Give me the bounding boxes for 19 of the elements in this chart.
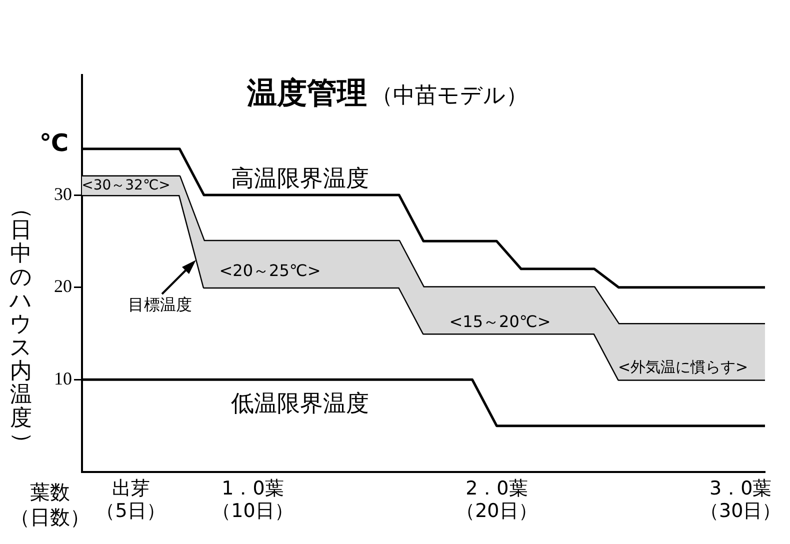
y-tick-label: 30: [54, 184, 72, 204]
x-tick-label: 出芽（5日）: [96, 477, 166, 522]
y-tick-label: 10: [54, 368, 72, 388]
annotation: <外気温に慣らす>: [618, 358, 748, 376]
y-tick-label: 20: [54, 276, 72, 296]
x-axis-title: 葉数（日数）: [10, 480, 90, 530]
annotation: 高温限界温度: [231, 166, 369, 192]
annotation: <15～20℃>: [449, 312, 551, 332]
text: ℃: [39, 129, 69, 158]
annotation: <20～25℃>: [219, 261, 321, 280]
annotation: 低温限界温度: [231, 390, 369, 417]
text: （日中のハウス内温度）: [9, 197, 34, 454]
annotation: <30～32℃>: [82, 178, 170, 194]
chart-title: 温度管理: [246, 76, 367, 111]
x-tick-label: 2．0葉（20日）: [456, 477, 538, 522]
annotation: 目標温度: [128, 295, 192, 314]
x-tick-label: 3．0葉（30日）: [700, 477, 782, 522]
chart-subtitle: （中苗モデル）: [371, 84, 528, 109]
x-tick-label: 1．0葉（10日）: [212, 477, 294, 522]
